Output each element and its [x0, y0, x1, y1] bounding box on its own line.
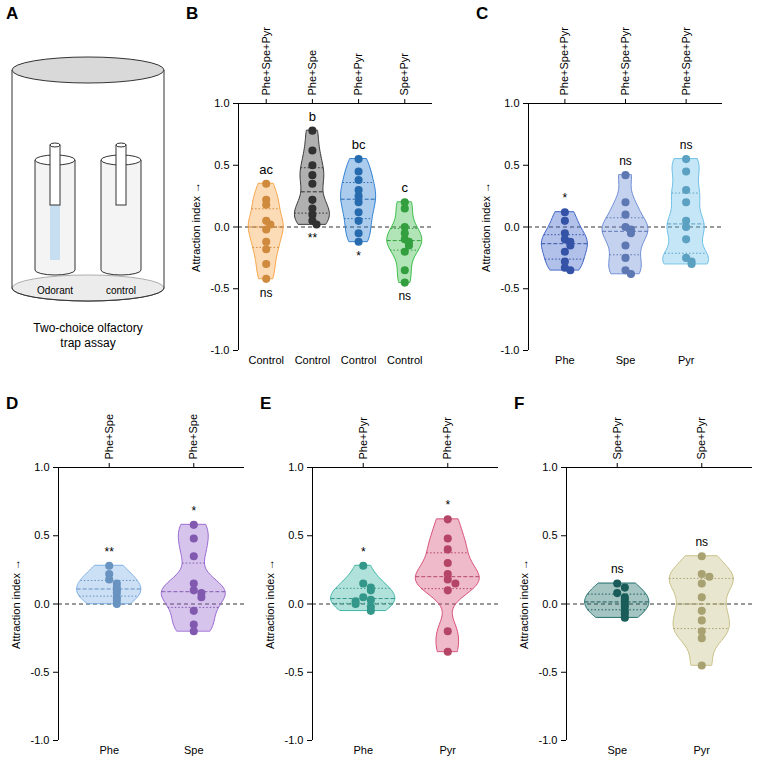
svg-text:Control: Control — [295, 354, 330, 366]
svg-text:-0.5: -0.5 — [31, 666, 50, 678]
html-text:C: C — [476, 4, 489, 23]
svg-text:*: * — [445, 498, 450, 512]
svg-text:0.5: 0.5 — [288, 529, 303, 541]
svg-text:Control: Control — [341, 354, 376, 366]
svg-text:0.5: 0.5 — [34, 529, 49, 541]
svg-text:Phe: Phe — [353, 744, 373, 756]
svg-text:-0.5: -0.5 — [539, 666, 558, 678]
html-text:E: E — [260, 394, 272, 413]
svg-text:b: b — [309, 109, 316, 124]
svg-text:*: * — [356, 249, 361, 263]
svg-text:-1.0: -1.0 — [539, 734, 558, 746]
svg-text:ns: ns — [680, 138, 693, 152]
svg-text:Spe: Spe — [607, 744, 627, 756]
svg-text:Spe+Pyr: Spe+Pyr — [695, 417, 707, 460]
svg-text:Attraction index →: Attraction index → — [190, 182, 202, 272]
svg-text:-1.0: -1.0 — [211, 344, 230, 356]
svg-text:ns: ns — [619, 154, 632, 168]
svg-text:Attraction index →: Attraction index → — [264, 559, 276, 649]
svg-text:Control: Control — [248, 354, 283, 366]
html-text:B: B — [186, 4, 199, 23]
svg-text:Phe+Pyr: Phe+Pyr — [352, 53, 364, 96]
svg-text:ns: ns — [260, 286, 273, 300]
svg-text:Phe+Spe+Pyr: Phe+Spe+Pyr — [619, 27, 631, 96]
svg-text:Phe: Phe — [99, 744, 119, 756]
svg-text:Attraction index →: Attraction index → — [480, 182, 492, 272]
svg-text:Phe+Spe: Phe+Spe — [187, 414, 199, 460]
svg-text:0.0: 0.0 — [214, 221, 229, 233]
svg-text:0.0: 0.0 — [288, 598, 303, 610]
html-text:A: A — [6, 4, 19, 23]
svg-text:Pyr: Pyr — [694, 744, 711, 756]
svg-text:Phe+Spe: Phe+Spe — [306, 50, 318, 96]
svg-text:Phe+Spe: Phe+Spe — [103, 414, 115, 460]
svg-text:-1.0: -1.0 — [31, 734, 50, 746]
svg-text:Phe+Pyr: Phe+Pyr — [441, 417, 453, 460]
svg-text:c: c — [402, 180, 409, 195]
svg-text:Spe: Spe — [616, 354, 636, 366]
svg-text:0.0: 0.0 — [542, 598, 557, 610]
svg-text:*: * — [191, 504, 196, 518]
svg-text:-0.5: -0.5 — [285, 666, 304, 678]
svg-text:0.5: 0.5 — [214, 159, 229, 171]
svg-text:*: * — [361, 545, 366, 559]
svg-text:Pyr: Pyr — [440, 744, 457, 756]
svg-text:trap assay: trap assay — [60, 336, 115, 350]
svg-text:1.0: 1.0 — [542, 461, 557, 473]
svg-text:0.5: 0.5 — [504, 159, 519, 171]
svg-text:0.0: 0.0 — [34, 598, 49, 610]
svg-text:Spe+Pyr: Spe+Pyr — [611, 417, 623, 460]
svg-text:bc: bc — [352, 137, 366, 152]
svg-text:1.0: 1.0 — [34, 461, 49, 473]
svg-text:1.0: 1.0 — [504, 97, 519, 109]
svg-text:-1.0: -1.0 — [501, 344, 520, 356]
svg-text:1.0: 1.0 — [214, 97, 229, 109]
svg-text:Phe: Phe — [555, 354, 575, 366]
svg-text:-0.5: -0.5 — [501, 282, 520, 294]
svg-text:Phe+Pyr: Phe+Pyr — [357, 417, 369, 460]
svg-text:Phe+Spe+Pyr: Phe+Spe+Pyr — [558, 27, 570, 96]
svg-text:0.5: 0.5 — [542, 529, 557, 541]
svg-text:Odorant: Odorant — [37, 285, 73, 296]
svg-text:ns: ns — [398, 289, 411, 303]
svg-text:Two-choice olfactory: Two-choice olfactory — [33, 321, 142, 335]
html-text:D: D — [6, 394, 19, 413]
svg-text:ns: ns — [695, 535, 708, 549]
svg-text:0.0: 0.0 — [504, 221, 519, 233]
svg-text:*: * — [563, 191, 568, 205]
svg-text:**: ** — [308, 231, 318, 245]
svg-text:control: control — [106, 285, 136, 296]
svg-text:Attraction index →: Attraction index → — [518, 559, 530, 649]
html-text:F: F — [514, 394, 525, 413]
svg-text:Phe+Spe+Pyr: Phe+Spe+Pyr — [680, 27, 692, 96]
svg-text:1.0: 1.0 — [288, 461, 303, 473]
svg-text:ac: ac — [259, 162, 273, 177]
svg-text:Control: Control — [387, 354, 422, 366]
svg-text:ns: ns — [611, 562, 624, 576]
svg-text:Attraction index →: Attraction index → — [10, 559, 22, 649]
svg-text:Pyr: Pyr — [678, 354, 695, 366]
svg-text:-0.5: -0.5 — [211, 282, 230, 294]
svg-text:Spe: Spe — [184, 744, 204, 756]
svg-text:Phe+Spe+Pyr: Phe+Spe+Pyr — [260, 27, 272, 96]
svg-text:**: ** — [105, 545, 115, 559]
svg-text:-1.0: -1.0 — [285, 734, 304, 746]
svg-text:Spe+Pyr: Spe+Pyr — [398, 53, 410, 96]
